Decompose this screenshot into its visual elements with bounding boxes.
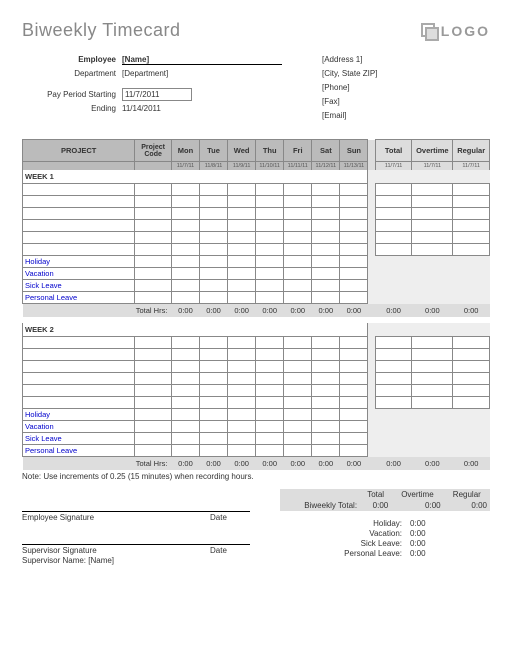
date-6: 11/13/11 [340, 162, 368, 171]
table-row[interactable] [23, 208, 490, 220]
start-value[interactable]: 11/7/2011 [122, 88, 192, 101]
leave-sum-row: Personal Leave:0:00 [280, 549, 490, 558]
date-3: 11/10/11 [256, 162, 284, 171]
leave-row[interactable]: Sick Leave [23, 433, 490, 445]
address: [Address 1] [322, 55, 490, 64]
leave-summary: Holiday:0:00Vacation:0:00Sick Leave:0:00… [280, 519, 490, 558]
date-4: 11/11/11 [284, 162, 312, 171]
col-wed: Wed [228, 140, 256, 162]
table-row[interactable] [23, 397, 490, 409]
leave-sum-row: Holiday:0:00 [280, 519, 490, 528]
col-code: Project Code [135, 140, 172, 162]
table-row[interactable] [23, 184, 490, 196]
leave-sum-row: Sick Leave:0:00 [280, 539, 490, 548]
table-row[interactable] [23, 244, 490, 256]
start-label: Pay Period Starting [22, 90, 122, 99]
dept-value: [Department] [122, 69, 282, 78]
week-label: WEEK 2 [23, 323, 368, 337]
logo-text: LOGO [441, 23, 490, 39]
date-0: 11/7/11 [171, 162, 199, 171]
col-tue: Tue [200, 140, 228, 162]
table-row[interactable] [23, 349, 490, 361]
col-sat: Sat [312, 140, 340, 162]
week-label: WEEK 1 [23, 170, 368, 184]
col-fri: Fri [284, 140, 312, 162]
date-t: 11/7/11 [375, 162, 412, 171]
end-label: Ending [22, 104, 122, 113]
phone: [Phone] [322, 83, 490, 92]
table-row[interactable] [23, 232, 490, 244]
info-block: Employee [Name] Department [Department] … [22, 53, 490, 123]
end-value: 11/14/2011 [122, 104, 282, 113]
leave-row[interactable]: Vacation [23, 268, 490, 280]
emp-sig: Employee Signature Date [22, 511, 250, 522]
table-row[interactable] [23, 373, 490, 385]
logo: LOGO [421, 23, 490, 39]
col-project: PROJECT [23, 140, 135, 162]
col-sun: Sun [340, 140, 368, 162]
email: [Email] [322, 111, 490, 120]
date-1: 11/8/11 [200, 162, 228, 171]
col-mon: Mon [171, 140, 199, 162]
employee-value: [Name] [122, 55, 282, 65]
note: Note: Use increments of 0.25 (15 minutes… [22, 472, 490, 481]
dept-label: Department [22, 69, 122, 78]
date-5: 11/12/11 [312, 162, 340, 171]
footer: Employee Signature Date Supervisor Signa… [22, 489, 490, 565]
leave-row[interactable]: Personal Leave [23, 292, 490, 304]
sup-sig: Supervisor Signature Date [22, 544, 250, 555]
table-row[interactable] [23, 361, 490, 373]
date-2: 11/9/11 [228, 162, 256, 171]
col-thu: Thu [256, 140, 284, 162]
total-row: Total Hrs:0:000:000:000:000:000:000:000:… [23, 304, 490, 318]
csz: [City, State ZIP] [322, 69, 490, 78]
summary-table: TotalOvertimeRegular Biweekly Total:0:00… [280, 489, 490, 511]
employee-label: Employee [22, 55, 122, 64]
timecard-table: PROJECT Project Code Mon Tue Wed Thu Fri… [22, 139, 490, 470]
sup-name: Supervisor Name: [Name] [22, 556, 250, 565]
page-title: Biweekly Timecard [22, 20, 181, 41]
date-o: 11/7/11 [412, 162, 453, 171]
total-row: Total Hrs:0:000:000:000:000:000:000:000:… [23, 457, 490, 471]
table-row[interactable] [23, 385, 490, 397]
leave-row[interactable]: Holiday [23, 256, 490, 268]
leave-row[interactable]: Sick Leave [23, 280, 490, 292]
table-row[interactable] [23, 220, 490, 232]
leave-row[interactable]: Holiday [23, 409, 490, 421]
fax: [Fax] [322, 97, 490, 106]
table-row[interactable] [23, 196, 490, 208]
logo-icon [421, 23, 437, 39]
leave-sum-row: Vacation:0:00 [280, 529, 490, 538]
date-r: 11/7/11 [453, 162, 490, 171]
col-total: Total [375, 140, 412, 162]
header: Biweekly Timecard LOGO [22, 20, 490, 41]
col-regular: Regular [453, 140, 490, 162]
leave-row[interactable]: Vacation [23, 421, 490, 433]
col-overtime: Overtime [412, 140, 453, 162]
table-row[interactable] [23, 337, 490, 349]
leave-row[interactable]: Personal Leave [23, 445, 490, 457]
